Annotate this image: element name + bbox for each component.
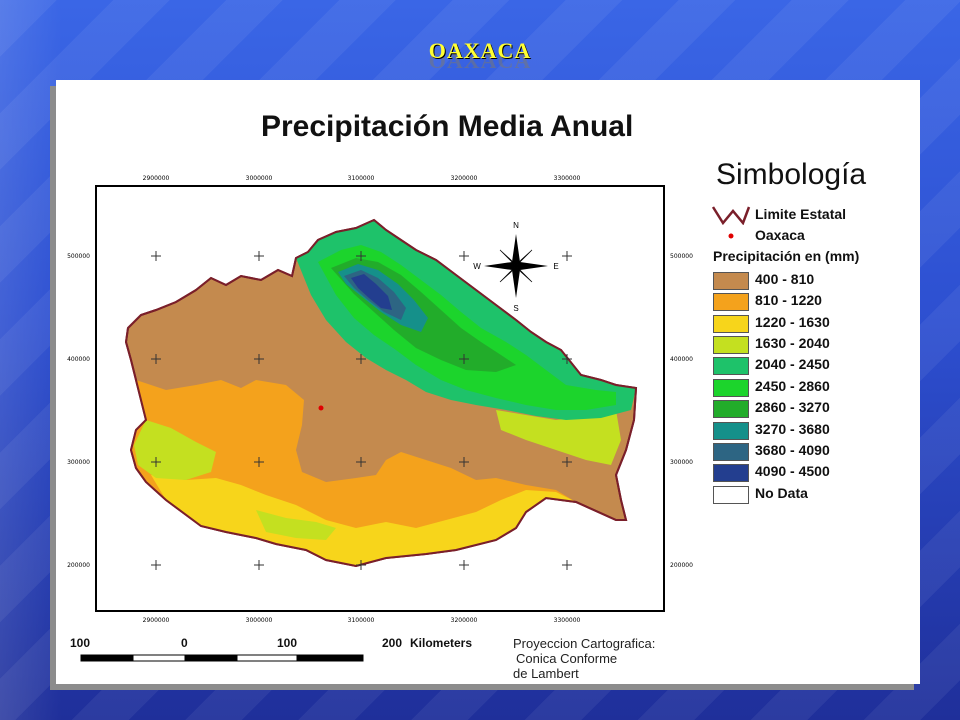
state-region-1630-2040-west — [134, 420, 216, 480]
map-title: Precipitación Media Anual — [261, 110, 634, 143]
projection-line-2: Conica Conforme — [516, 651, 618, 666]
legend-class-row: 1220 - 1630 — [711, 313, 916, 333]
legend-class-label: 1630 - 2040 — [755, 334, 830, 351]
grid-x-label-bottom-2: 3000000 — [246, 617, 273, 624]
grid-y-label-left-3: 300000 — [67, 459, 90, 466]
compass-east: E — [553, 262, 558, 271]
legend-class-row: 3270 - 3680 — [711, 420, 916, 440]
legend-swatch — [713, 442, 749, 461]
legend-class-label: 400 - 810 — [755, 270, 815, 287]
boundary-line-icon — [711, 206, 751, 225]
legend-swatch — [713, 464, 749, 483]
legend-class-row: 2860 - 3270 — [711, 398, 916, 419]
compass-south: S — [513, 304, 518, 313]
scale-tick-100: 100 — [277, 636, 298, 650]
legend-class-row: 3680 - 4090 — [711, 441, 916, 461]
legend-swatch — [713, 357, 749, 376]
grid-y-label-left-1: 500000 — [67, 253, 90, 260]
legend-class-row: 2450 - 2860 — [711, 377, 916, 397]
legend-swatch — [713, 485, 749, 504]
grid-x-label-top-1: 2900000 — [143, 175, 170, 182]
projection-line-1: Proyeccion Cartografica: — [513, 636, 656, 651]
grid-y-label-left-4: 200000 — [67, 562, 90, 569]
legend-class-label: No Data — [755, 484, 808, 501]
compass-west: W — [473, 262, 481, 271]
scale-tick-0: 0 — [181, 636, 188, 650]
grid-y-label-right-4: 200000 — [670, 562, 693, 569]
grid-x-label-bottom-4: 3200000 — [451, 617, 478, 624]
slide-title: OAXACA — [428, 38, 532, 63]
scale-bar — [80, 654, 364, 662]
legend-classes: 400 - 810 810 - 1220 1220 - 1630 1630 - 204… — [711, 270, 916, 504]
state-region-1630-2040-east — [496, 410, 621, 465]
map-panel: Precipitación Media Anual — [56, 80, 920, 684]
state-region-4090-4500 — [351, 274, 392, 310]
legend-class-row: 4090 - 4500 — [711, 462, 916, 483]
scale-tick-100-left: 100 — [70, 636, 91, 650]
legend-city-row: Oaxaca — [711, 226, 916, 246]
grid-y-label-right-3: 300000 — [670, 459, 693, 466]
legend-precip-header: Precipitación en (mm) — [713, 247, 860, 264]
legend-swatch — [713, 314, 749, 333]
legend-class-row: 400 - 810 — [711, 270, 916, 290]
background-side-band — [0, 0, 62, 720]
legend-class-label: 2450 - 2860 — [755, 377, 830, 394]
legend-swatch — [713, 400, 749, 419]
grid-x-label-bottom-1: 2900000 — [143, 617, 170, 624]
compass-rose-icon: N S E W — [473, 221, 558, 313]
legend-boundary-row: Limite Estatal — [711, 205, 916, 225]
city-dot-icon — [728, 233, 734, 239]
compass-north: N — [513, 221, 519, 230]
grid-x-label-top-5: 3300000 — [554, 175, 581, 182]
grid-y-label-right-1: 500000 — [670, 253, 693, 260]
legend-boundary-label: Limite Estatal — [755, 206, 847, 222]
legend-class-label: 1220 - 1630 — [755, 313, 830, 330]
legend-class-label: 4090 - 4500 — [755, 463, 830, 480]
legend-class-label: 2040 - 2450 — [755, 356, 830, 373]
legend-class-row: No Data — [711, 484, 916, 504]
legend-swatch — [713, 335, 749, 354]
legend-class-label: 2860 - 3270 — [755, 399, 830, 416]
legend-swatch — [713, 271, 749, 290]
legend-class-label: 3270 - 3680 — [755, 420, 830, 437]
projection-note: Proyeccion Cartografica: Conica Conforme… — [513, 636, 655, 681]
legend-class-row: 1630 - 2040 — [711, 334, 916, 354]
state-region-1220-1630 — [151, 475, 576, 566]
grid-x-label-bottom-5: 3300000 — [554, 617, 581, 624]
legend-title: Simbología — [716, 158, 867, 191]
legend: Limite Estatal Oaxaca Precipitación en (… — [711, 205, 916, 505]
map-svg: 2900000 3000000 3100000 3200000 3300000 … — [67, 175, 693, 662]
legend-swatch — [713, 421, 749, 440]
grid-x-label-top-4: 3200000 — [451, 175, 478, 182]
legend-swatch — [713, 293, 749, 312]
legend-city-label: Oaxaca — [755, 227, 805, 244]
legend-swatch — [713, 378, 749, 397]
projection-line-3: de Lambert — [513, 666, 579, 681]
slide-title-shadow: OAXACA — [428, 48, 532, 73]
legend-class-label: 810 - 1220 — [755, 292, 822, 309]
legend-class-row: 810 - 1220 — [711, 291, 916, 312]
grid-crosses — [151, 251, 572, 570]
grid-x-label-bottom-3: 3100000 — [348, 617, 375, 624]
oaxaca-city-marker — [318, 405, 324, 411]
scale-unit: Kilometers — [410, 636, 473, 650]
state-boundary-line — [124, 218, 638, 568]
state-region-1630-2040-south — [256, 510, 336, 540]
grid-y-label-left-2: 400000 — [67, 356, 90, 363]
grid-x-label-top-3: 3100000 — [348, 175, 375, 182]
legend-class-label: 3680 - 4090 — [755, 441, 830, 458]
legend-class-row: 2040 - 2450 — [711, 355, 916, 376]
grid-x-label-top-2: 3000000 — [246, 175, 273, 182]
grid-y-label-right-2: 400000 — [670, 356, 693, 363]
scale-tick-200: 200 — [382, 636, 403, 650]
